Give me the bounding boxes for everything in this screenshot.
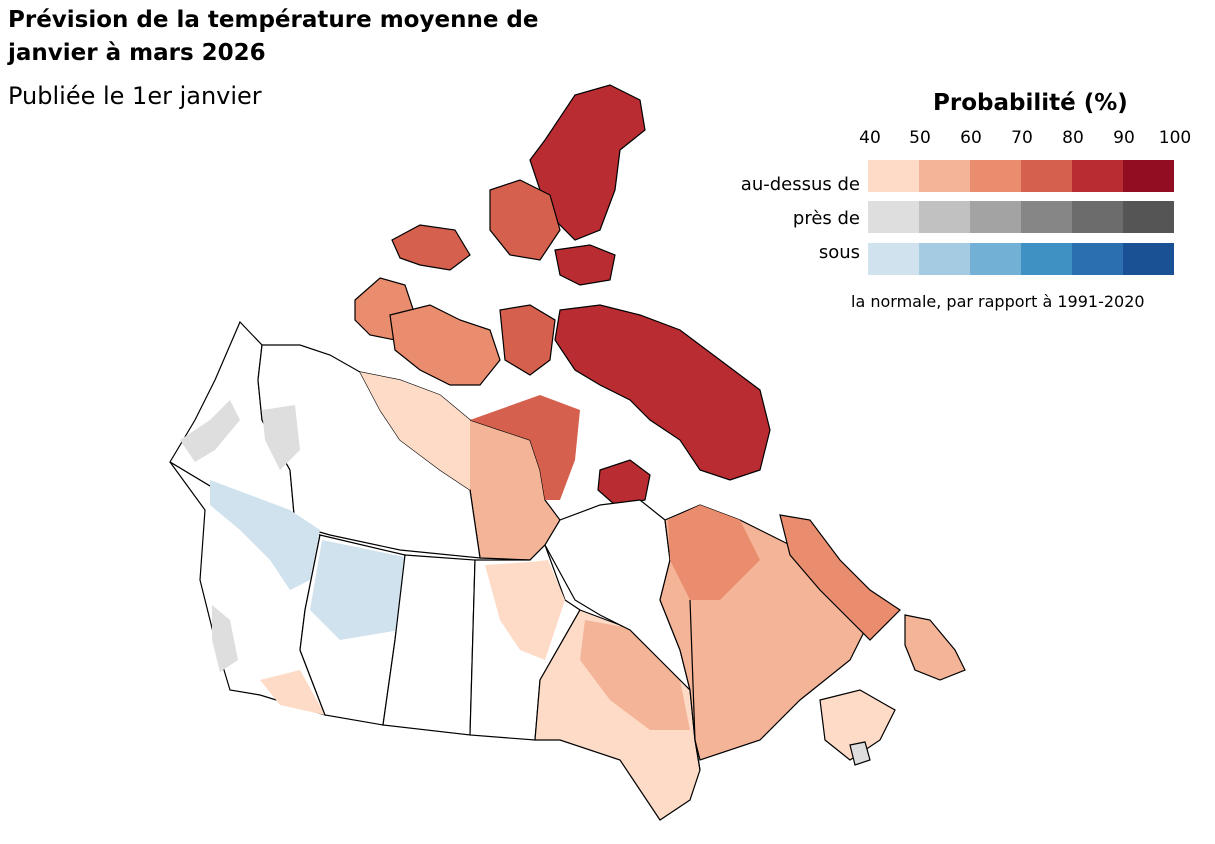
legend-swatch-0-2 <box>970 160 1021 192</box>
region-nwt-near-normal <box>262 405 300 470</box>
boundary-on-qc <box>689 599 701 771</box>
region-alberta-below <box>310 540 405 640</box>
region-nwt-coast <box>360 372 470 490</box>
legend-tick-70: 70 <box>1011 128 1033 148</box>
legend-title: Probabilité (%) <box>933 90 1128 116</box>
region-bc-below <box>210 480 320 590</box>
region-bc-coast-near <box>212 605 238 672</box>
legend-swatch-row-above <box>868 160 1174 192</box>
region-newfoundland <box>904 614 966 681</box>
legend-swatch-0-1 <box>919 160 970 192</box>
legend-tick-50: 50 <box>909 128 931 148</box>
region-maritimes <box>819 689 896 761</box>
legend-tick-60: 60 <box>960 128 982 148</box>
legend-swatch-0-4 <box>1072 160 1123 192</box>
region-southampton-island <box>597 459 651 506</box>
legend-swatch-1-2 <box>970 201 1021 233</box>
legend-swatch-2-2 <box>970 243 1021 275</box>
legend-note: la normale, par rapport à 1991-2020 <box>851 292 1145 311</box>
region-yukon-near-normal <box>180 400 240 462</box>
legend-tick-90: 90 <box>1113 128 1135 148</box>
legend-swatch-2-0 <box>868 243 919 275</box>
legend-swatch-row-below <box>868 243 1174 275</box>
region-parry-islands <box>391 224 471 271</box>
legend-swatch-1-5 <box>1123 201 1174 233</box>
region-devon-island <box>554 244 616 286</box>
legend-swatch-0-0 <box>868 160 919 192</box>
region-manitoba-above <box>485 560 565 660</box>
legend-tick-100: 100 <box>1158 128 1192 148</box>
legend-swatch-1-4 <box>1072 201 1123 233</box>
legend-swatch-2-5 <box>1123 243 1174 275</box>
legend-swatch-1-1 <box>919 201 970 233</box>
region-baffin-island <box>554 304 771 481</box>
legend-row-label-above: au-dessus de <box>740 174 860 195</box>
legend-swatch-1-3 <box>1021 201 1072 233</box>
region-axel-heiberg <box>489 179 561 261</box>
legend-row-label-near: près de <box>792 208 860 229</box>
region-victoria-island <box>389 304 501 386</box>
region-saskatchewan <box>382 554 476 736</box>
legend-tick-80: 80 <box>1062 128 1084 148</box>
legend-row-label-below: sous <box>818 242 860 263</box>
map-title: Prévision de la température moyenne de j… <box>8 7 539 66</box>
legend-swatch-row-near <box>868 201 1174 233</box>
legend-swatch-2-4 <box>1072 243 1123 275</box>
region-nunavik-above <box>668 505 760 600</box>
legend-swatch-2-1 <box>919 243 970 275</box>
legend-swatch-1-0 <box>868 201 919 233</box>
legend-swatch-0-3 <box>1021 160 1072 192</box>
legend-tick-40: 40 <box>859 128 881 148</box>
region-cape-breton-near <box>849 741 871 766</box>
region-bc-south-above <box>260 670 325 715</box>
region-labrador <box>779 514 901 641</box>
region-baffin-west <box>499 304 556 376</box>
legend-swatch-0-5 <box>1123 160 1174 192</box>
region-ontario-north-above <box>580 620 690 730</box>
region-kivalliq <box>470 395 580 500</box>
map-subtitle: Publiée le 1er janvier <box>8 82 262 110</box>
legend-swatch-2-3 <box>1021 243 1072 275</box>
